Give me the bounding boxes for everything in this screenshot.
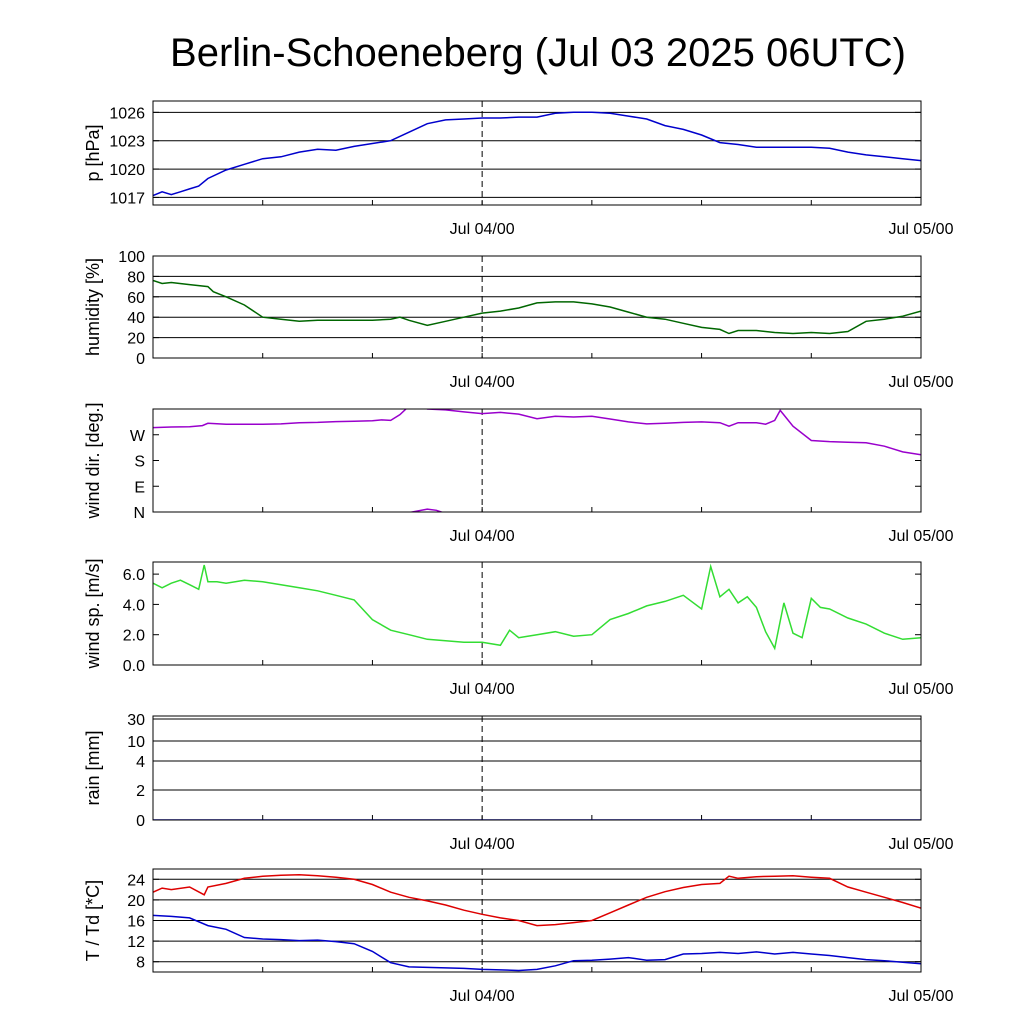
chart-title: Berlin-Schoeneberg (Jul 03 2025 06UTC) bbox=[170, 31, 906, 75]
x-tick-label: Jul 04/00 bbox=[450, 681, 515, 698]
panel-frame bbox=[152, 868, 922, 973]
x-tick-label: Jul 04/00 bbox=[450, 988, 515, 1005]
panel-frame bbox=[152, 255, 922, 359]
panel-rain: 0 2 4 10 30 rain [mm] Jul 04/00 Jul 05/00 bbox=[83, 712, 954, 853]
wind_speed-series-0 bbox=[153, 563, 921, 651]
y-axis-label: rain [mm] bbox=[83, 730, 103, 805]
x-tick-label: Jul 05/00 bbox=[889, 988, 954, 1005]
y-tick-label: 1020 bbox=[109, 162, 145, 179]
panel-temperature: 8 12 16 20 24 T / Td [*C] Jul 04/00 Jul 05/00 bbox=[83, 868, 954, 1005]
x-tick-label: Jul 04/00 bbox=[450, 374, 515, 391]
y-tick-label: 12 bbox=[127, 934, 145, 951]
panel-pressure: 1017 1020 1023 1026 p [hPa] Jul 04/00 Jul 05/0… bbox=[83, 100, 954, 238]
x-tick-label: Jul 04/00 bbox=[450, 528, 515, 545]
humidity-series-0 bbox=[153, 279, 921, 335]
y-tick-label: E bbox=[134, 479, 145, 496]
x-tick-label: Jul 05/00 bbox=[889, 374, 954, 391]
temperature-series-1 bbox=[153, 914, 921, 972]
x-tick-label: Jul 05/00 bbox=[889, 528, 954, 545]
y-tick-label: 4.0 bbox=[123, 597, 145, 614]
y-tick-label: 1017 bbox=[109, 190, 145, 207]
y-tick-label: 24 bbox=[127, 872, 145, 889]
y-tick-label: 80 bbox=[127, 269, 145, 286]
x-tick-label: Jul 05/00 bbox=[889, 836, 954, 853]
pressure-series-0 bbox=[153, 111, 921, 197]
y-tick-label: 6.0 bbox=[123, 567, 145, 584]
y-tick-label: W bbox=[130, 428, 146, 445]
y-tick-label: 10 bbox=[127, 734, 145, 751]
y-tick-label: 2 bbox=[136, 783, 145, 800]
y-tick-label: 100 bbox=[118, 249, 145, 266]
y-tick-label: N bbox=[133, 505, 145, 522]
x-tick-label: Jul 05/00 bbox=[889, 681, 954, 698]
panel-wind_speed: 0.0 2.0 4.0 6.0 wind sp. [m/s] Jul 04/00 Jul 0… bbox=[83, 558, 954, 698]
y-tick-label: S bbox=[134, 454, 145, 471]
y-tick-label: 60 bbox=[127, 290, 145, 307]
y-tick-label: 1026 bbox=[109, 105, 145, 122]
y-tick-label: 2.0 bbox=[123, 628, 145, 645]
y-tick-label: 0.0 bbox=[123, 658, 145, 675]
y-tick-label: 30 bbox=[127, 712, 145, 729]
panel-frame bbox=[152, 561, 922, 666]
y-axis-label: wind sp. [m/s] bbox=[83, 558, 103, 669]
panel-frame bbox=[152, 100, 922, 206]
panel-humidity: 0 20 40 60 80 100 humidity [%] Jul 04/00 Jul 05/… bbox=[83, 249, 954, 391]
y-axis-label: T / Td [*C] bbox=[83, 880, 103, 961]
x-tick-label: Jul 04/00 bbox=[450, 836, 515, 853]
y-tick-label: 0 bbox=[136, 351, 145, 368]
panel-frame bbox=[152, 715, 922, 821]
y-tick-label: 8 bbox=[136, 955, 145, 972]
y-axis-label: wind dir. [deg.] bbox=[83, 402, 103, 519]
y-tick-label: 20 bbox=[127, 331, 145, 348]
y-axis-label: humidity [%] bbox=[83, 258, 103, 356]
panel-frame bbox=[152, 408, 922, 513]
y-tick-label: 40 bbox=[127, 310, 145, 327]
y-tick-label: 0 bbox=[136, 813, 145, 830]
x-tick-label: Jul 05/00 bbox=[889, 221, 954, 238]
x-tick-label: Jul 04/00 bbox=[450, 221, 515, 238]
temperature-series-0 bbox=[153, 873, 921, 927]
y-tick-label: 4 bbox=[136, 754, 145, 771]
y-axis-label: p [hPa] bbox=[83, 124, 103, 181]
wind_direction-series-0 bbox=[153, 409, 921, 456]
y-tick-label: 20 bbox=[127, 893, 145, 910]
wind_direction-series-1 bbox=[405, 508, 444, 512]
y-tick-label: 16 bbox=[127, 914, 145, 931]
y-tick-label: 1023 bbox=[109, 134, 145, 151]
